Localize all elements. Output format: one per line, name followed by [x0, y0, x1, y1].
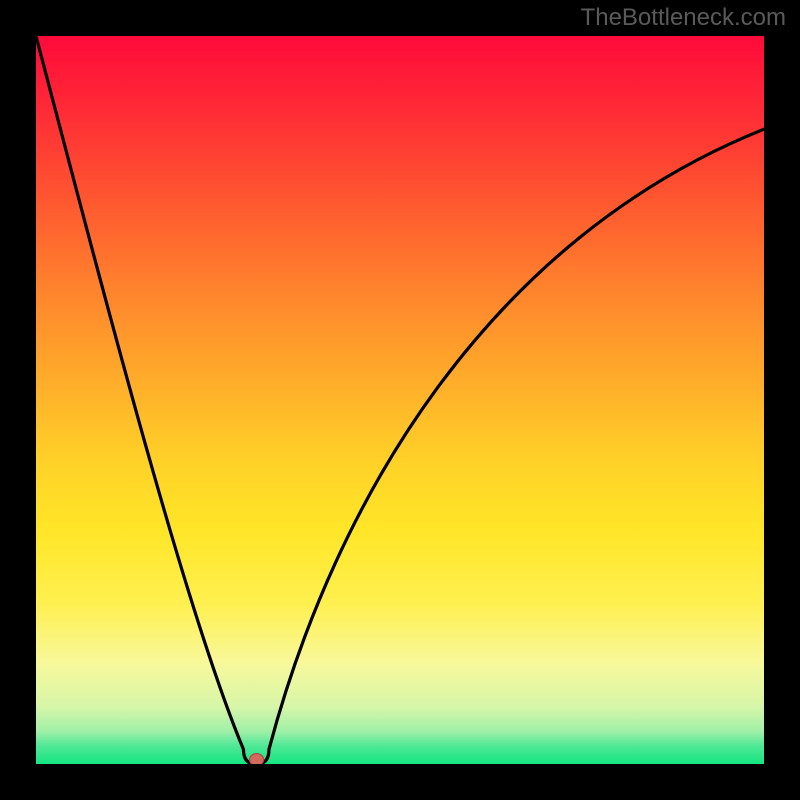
chart-background: [36, 36, 764, 764]
chart-container: { "watermark_text": "TheBottleneck.com",…: [0, 0, 800, 800]
chart-svg: [0, 0, 800, 800]
optimum-marker: [250, 754, 264, 766]
